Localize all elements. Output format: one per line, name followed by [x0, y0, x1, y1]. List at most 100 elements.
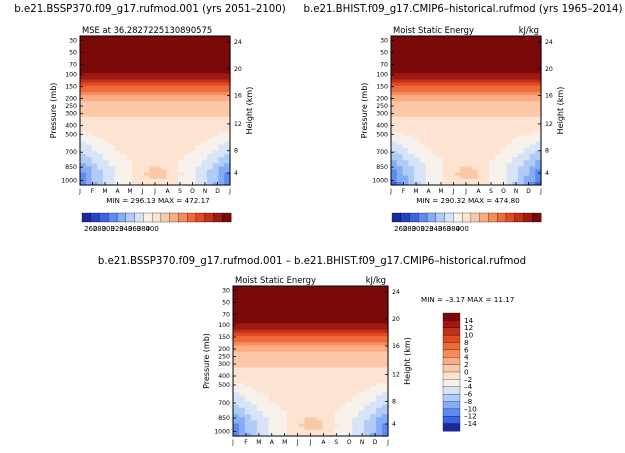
field-cell — [286, 301, 294, 306]
field-cell — [483, 104, 490, 108]
field-cell — [425, 132, 432, 136]
field-cell — [346, 329, 353, 334]
colorbar-swatch — [213, 212, 223, 223]
field-cell — [108, 42, 116, 46]
colorbar-swatch — [453, 212, 463, 223]
field-cell — [529, 73, 536, 77]
field-cell — [408, 157, 415, 161]
field-cell — [500, 60, 507, 65]
field-cell — [126, 76, 133, 81]
field-cell — [120, 163, 127, 167]
field-cell — [382, 386, 389, 390]
field-cell — [535, 119, 542, 124]
field-cell — [402, 73, 409, 77]
field-cell — [512, 157, 519, 161]
field-cell — [201, 157, 208, 161]
field-cell — [370, 420, 377, 425]
field-cell — [352, 357, 359, 362]
field-cell — [460, 85, 467, 90]
field-cell — [460, 110, 467, 115]
field-cell — [358, 329, 365, 334]
field-cell — [256, 404, 264, 409]
field-cell — [298, 314, 306, 318]
field-cell — [91, 150, 98, 155]
field-cell — [448, 157, 456, 161]
field-cell — [506, 129, 513, 133]
field-cell — [80, 147, 87, 152]
field-cell — [178, 172, 185, 177]
field-cell — [286, 326, 294, 331]
field-cell — [224, 175, 231, 180]
field-cell — [103, 126, 110, 130]
field-cell — [448, 107, 456, 112]
field-cell — [352, 326, 359, 331]
field-cell — [382, 336, 389, 340]
field-cell — [442, 60, 450, 65]
field-cell — [489, 36, 496, 40]
field-cell — [500, 63, 507, 68]
field-cell — [195, 51, 202, 56]
field-cell — [328, 286, 335, 290]
field-cell — [316, 307, 324, 312]
field-cell — [523, 88, 531, 93]
field-cell — [477, 63, 484, 68]
field-cell — [494, 144, 502, 149]
field-cell — [120, 79, 127, 84]
field-cell — [172, 172, 179, 177]
field-cell — [358, 382, 365, 387]
field-cell — [212, 101, 220, 105]
field-cell — [183, 150, 191, 155]
field-cell — [529, 160, 536, 164]
field-cell — [425, 160, 432, 164]
field-cell — [114, 67, 121, 71]
field-cell — [91, 91, 98, 96]
field-cell — [183, 94, 191, 99]
field-cell — [376, 336, 383, 340]
field-cell — [489, 147, 496, 152]
field-cell — [298, 404, 306, 409]
field-cell — [250, 354, 258, 359]
field-cell — [126, 79, 133, 84]
field-cell — [517, 113, 525, 118]
field-cell — [280, 429, 288, 434]
field-cell — [523, 116, 531, 121]
field-cell — [80, 88, 87, 93]
field-cell — [292, 386, 300, 390]
field-cell — [442, 48, 450, 53]
field-cell — [286, 373, 294, 378]
field-cell — [149, 73, 156, 77]
field-cell — [195, 169, 202, 174]
field-cell — [218, 70, 225, 74]
field-cell — [304, 411, 312, 415]
field-cell — [97, 54, 104, 59]
field-cell — [489, 94, 496, 99]
field-cell — [262, 370, 270, 375]
field-cell — [376, 339, 383, 343]
field-cell — [224, 63, 231, 68]
field-cell — [172, 85, 179, 90]
field-cell — [316, 398, 324, 403]
field-cell — [466, 150, 473, 155]
field-cell — [391, 157, 398, 161]
field-cell — [340, 367, 347, 371]
field-cell — [233, 386, 240, 390]
field-cell — [286, 345, 294, 350]
field-cell — [358, 320, 365, 325]
field-cell — [108, 73, 116, 77]
field-cell — [286, 289, 294, 293]
field-cell — [292, 286, 300, 290]
field-cell — [523, 91, 531, 96]
field-cell — [477, 169, 484, 174]
field-cell — [396, 169, 404, 174]
field-cell — [103, 175, 110, 180]
field-cell — [382, 345, 389, 350]
field-cell — [212, 147, 220, 152]
field-cell — [494, 147, 502, 152]
field-cell — [483, 119, 490, 124]
field-cell — [126, 104, 133, 108]
field-cell — [364, 323, 371, 328]
field-cell — [183, 42, 191, 46]
field-cell — [364, 298, 371, 303]
field-cell — [298, 326, 306, 331]
field-cell — [483, 91, 490, 96]
